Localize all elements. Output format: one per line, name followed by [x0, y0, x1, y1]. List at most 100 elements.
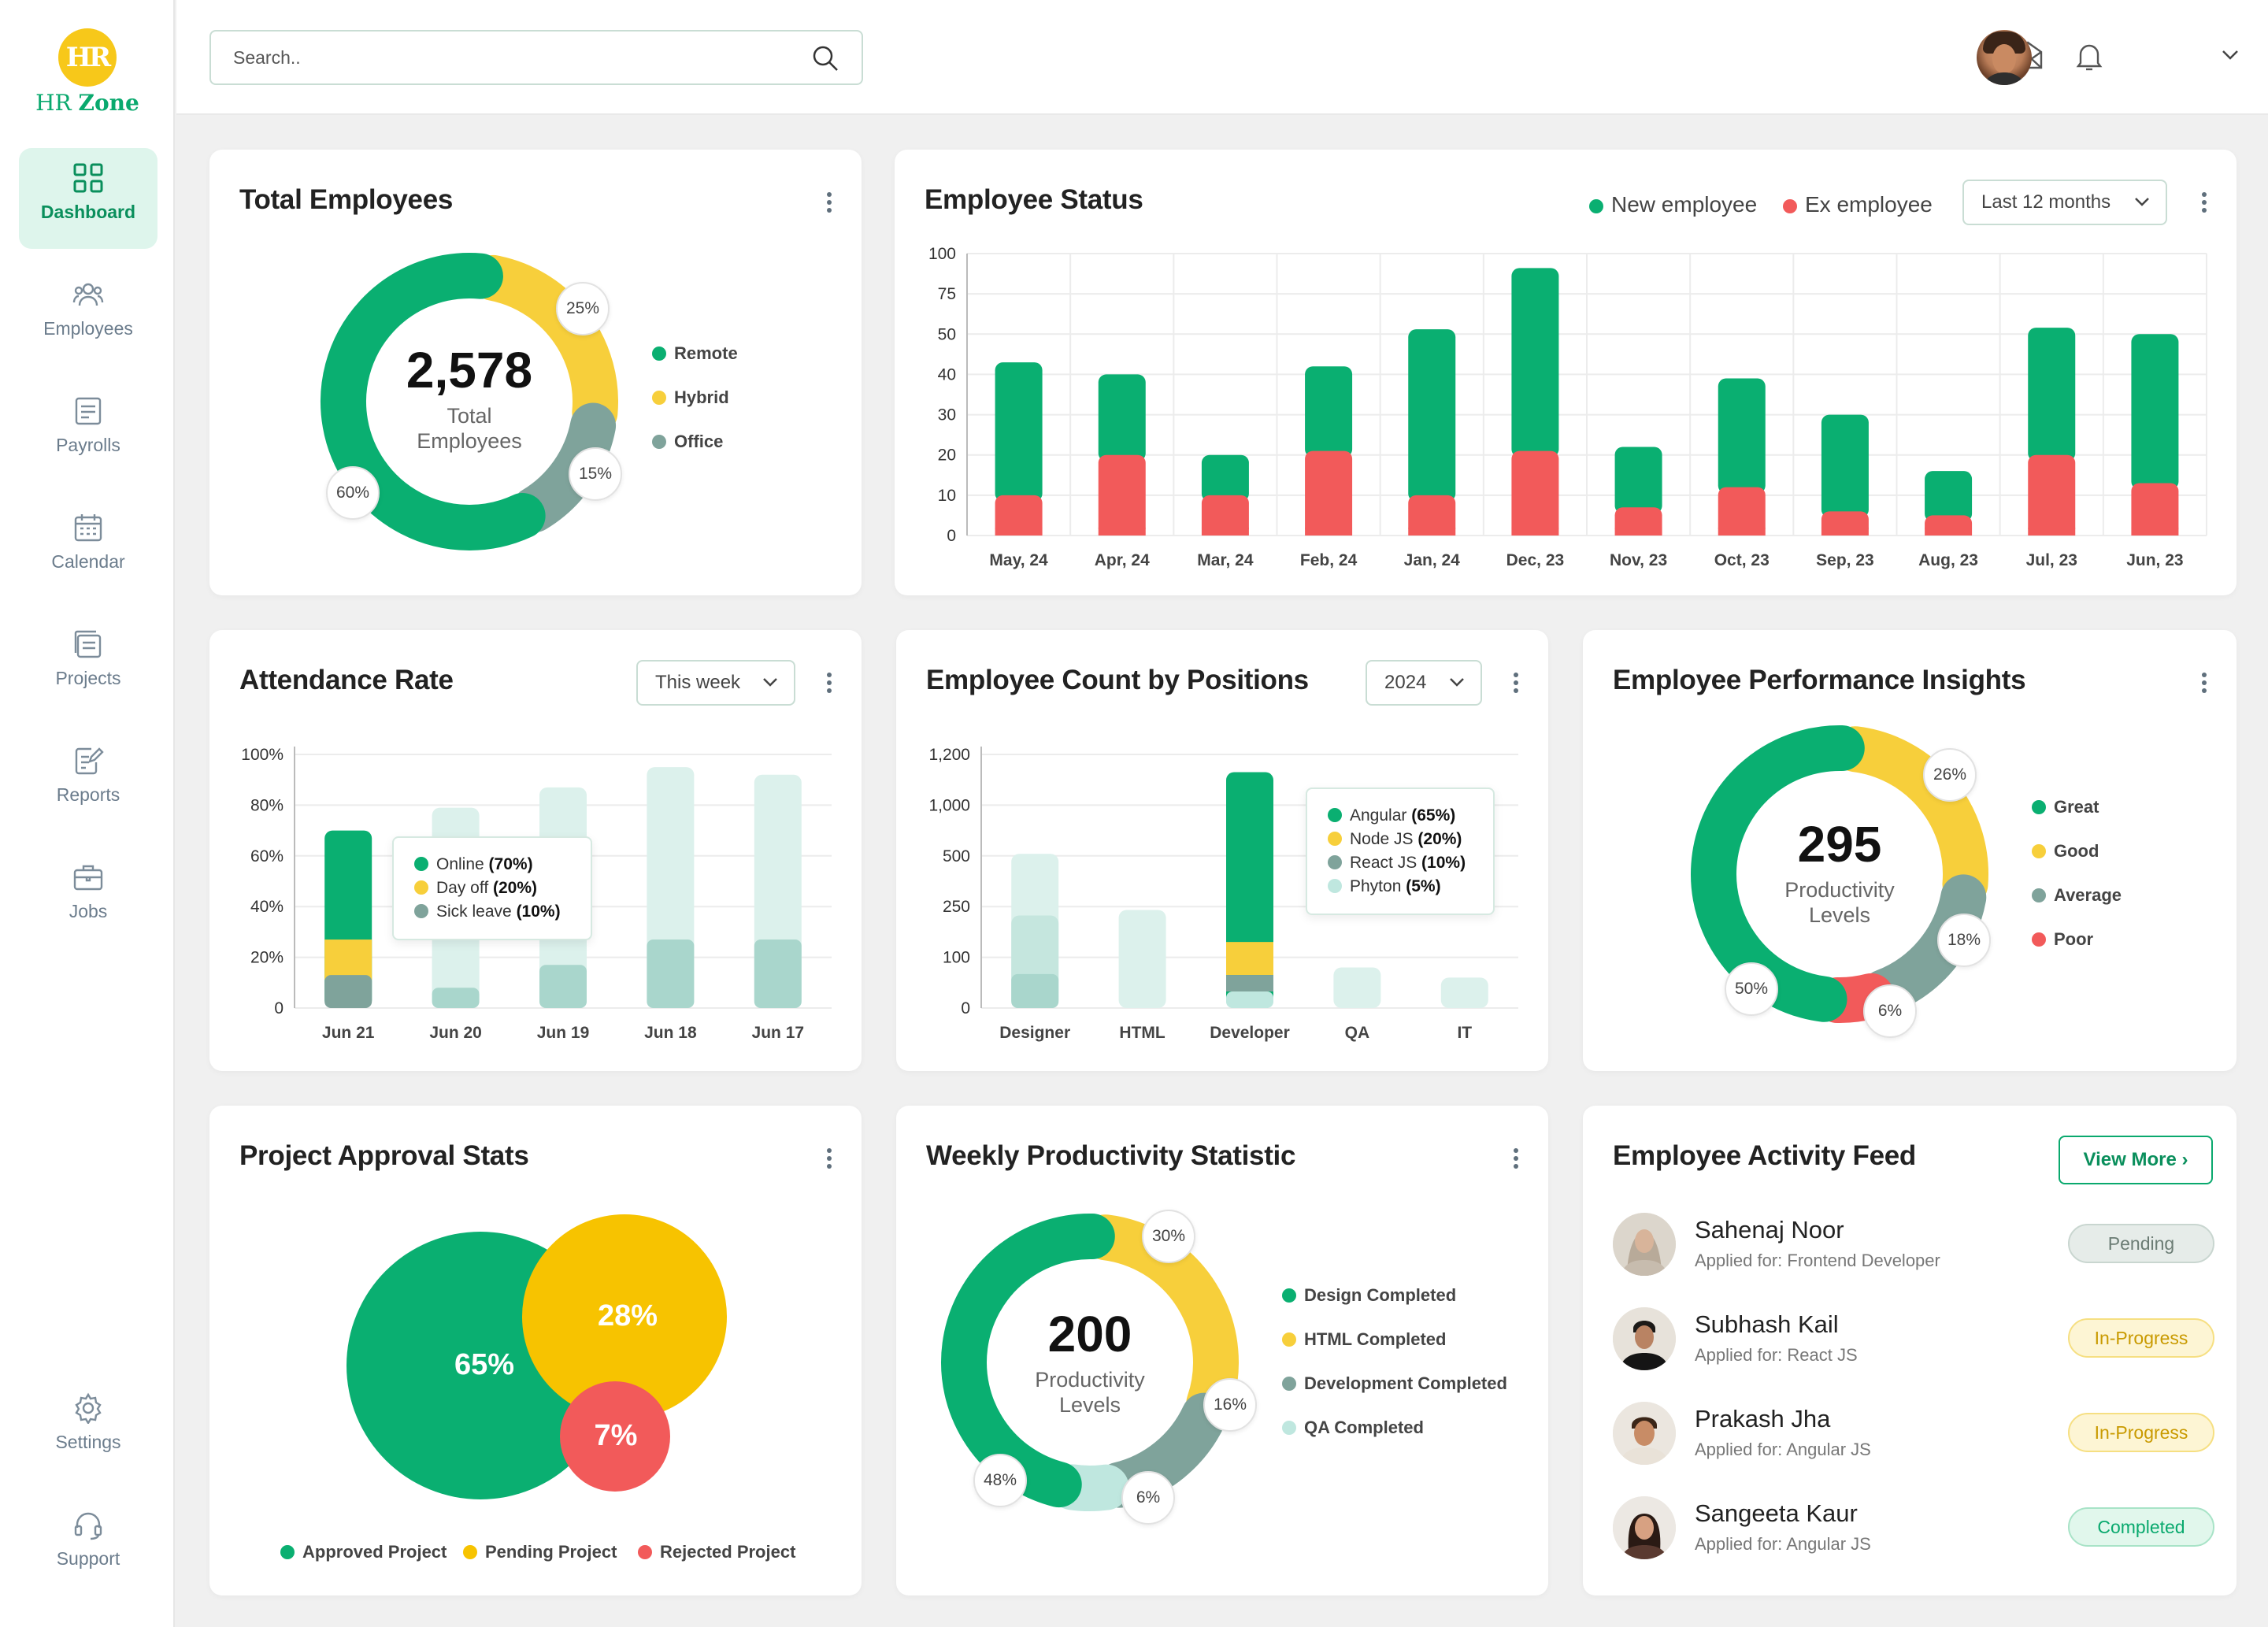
- feed-item[interactable]: Sangeeta Kaur Applied for: Angular JS Co…: [1613, 1496, 2214, 1564]
- x-tick-label: Feb, 24: [1300, 551, 1358, 569]
- pending-bubble: [522, 1214, 727, 1419]
- ex-employee-bar-base: [1305, 528, 1353, 536]
- sidebar-item-settings[interactable]: Settings: [19, 1378, 158, 1479]
- sidebar-item-support[interactable]: Support: [19, 1495, 158, 1595]
- card-title: Weekly Productivity Statistic: [926, 1140, 1296, 1171]
- y-tick-label: 30: [938, 406, 956, 424]
- top-header: [176, 0, 2268, 115]
- more-menu-icon[interactable]: [825, 673, 833, 699]
- x-tick-label: Jan, 24: [1404, 551, 1461, 569]
- average-percent-badge: 18%: [1937, 914, 1991, 967]
- reactjs-bar: [1226, 975, 1273, 992]
- nodejs-bar: [1226, 942, 1273, 976]
- day-off-bar: [539, 934, 587, 970]
- tooltip-row: Sick leave (10%): [414, 902, 570, 921]
- more-menu-icon[interactable]: [2200, 192, 2208, 219]
- ex-employee-bar: [1305, 450, 1353, 536]
- sidebar-item-dashboard[interactable]: Dashboard: [19, 148, 158, 249]
- sidebar-item-label: Support: [56, 1548, 120, 1569]
- sidebar-item-label: Jobs: [69, 901, 108, 921]
- sidebar-item-jobs[interactable]: Jobs: [19, 847, 158, 948]
- y-tick-label: 1,200: [928, 746, 970, 764]
- more-menu-icon[interactable]: [2200, 673, 2208, 699]
- hybrid-percent-badge: 25%: [556, 282, 610, 335]
- tooltip-row: Node JS (20%): [1328, 830, 1473, 849]
- view-more-button[interactable]: View More ›: [2059, 1136, 2213, 1184]
- x-tick-label: Jun 19: [537, 1024, 590, 1042]
- great-percent-badge: 50%: [1725, 962, 1778, 1016]
- sidebar-item-payrolls[interactable]: Payrolls: [19, 381, 158, 482]
- legend-html: HTML Completed: [1282, 1329, 1446, 1350]
- y-tick-label: 500: [943, 847, 970, 865]
- y-tick-label: 20%: [250, 949, 284, 967]
- bell-icon[interactable]: [2073, 39, 2106, 72]
- office-percent-badge: 15%: [569, 447, 622, 501]
- search-input[interactable]: [211, 32, 762, 83]
- remote-segment: [321, 253, 546, 550]
- y-tick-label: 50: [938, 325, 956, 343]
- ex-employee-bar: [995, 495, 1043, 536]
- x-tick-label: Designer: [999, 1024, 1070, 1042]
- year-dropdown[interactable]: 2024: [1366, 660, 1482, 706]
- more-menu-icon[interactable]: [1512, 673, 1520, 699]
- more-menu-icon[interactable]: [825, 192, 833, 219]
- user-avatar[interactable]: [1977, 30, 2032, 85]
- x-tick-label: Mar, 24: [1197, 551, 1254, 569]
- brand-logo[interactable]: HR HR Zone: [0, 28, 175, 116]
- legend-office: Office: [652, 432, 723, 452]
- more-menu-icon[interactable]: [1512, 1148, 1520, 1175]
- sidebar-item-employees[interactable]: Employees: [19, 265, 158, 365]
- python-bar: [1226, 991, 1273, 1008]
- good-percent-badge: 26%: [1923, 748, 1977, 802]
- legend-ex-employee: Ex employee: [1783, 192, 1933, 217]
- chevron-right-icon: ›: [2181, 1149, 2188, 1170]
- feed-item[interactable]: Subhash Kail Applied for: React JS In-Pr…: [1613, 1307, 2214, 1375]
- avatar: [1613, 1213, 1676, 1276]
- feed-item[interactable]: Sahenaj Noor Applied for: Frontend Devel…: [1613, 1213, 2214, 1280]
- ex-employee-bar: [1201, 495, 1249, 536]
- employees-icon: [72, 283, 104, 306]
- sick-leave-bar: [647, 940, 695, 1008]
- period-dropdown[interactable]: This week: [636, 660, 795, 706]
- card-title: Project Approval Stats: [239, 1140, 529, 1171]
- ex-employee-bar-base: [1925, 528, 1973, 536]
- y-tick-label: 40: [938, 365, 956, 384]
- brand-name: HR Zone: [35, 90, 139, 116]
- new-employee-bar: [1925, 471, 1973, 522]
- y-tick-label: 100%: [241, 746, 284, 764]
- x-tick-label: Sep, 23: [1816, 551, 1874, 569]
- status-badge: Completed: [2068, 1507, 2214, 1547]
- new-employee-bar: [1614, 447, 1662, 514]
- weekly-productivity-card: Weekly Productivity Statistic 200 Produc…: [896, 1106, 1548, 1595]
- calendar-icon: [74, 514, 102, 542]
- sidebar-item-reports[interactable]: Reports: [19, 731, 158, 832]
- activity-feed-card: Employee Activity Feed View More › Sahen…: [1583, 1106, 2236, 1595]
- ex-employee-bar-base: [1614, 528, 1662, 536]
- ex-employee-bar-base: [995, 528, 1043, 536]
- new-employee-bar: [1408, 329, 1456, 502]
- position-bar: [1118, 910, 1166, 1008]
- more-menu-icon[interactable]: [825, 1148, 833, 1175]
- remote-percent-badge: 60%: [326, 466, 380, 520]
- position-bar: [1440, 977, 1488, 1008]
- employee-status-card: Employee Status New employee Ex employee…: [895, 150, 2236, 595]
- tooltip-row: Day off (20%): [414, 879, 570, 898]
- donut-center: 295 Productivity Levels: [1737, 819, 1942, 928]
- sidebar-item-label: Settings: [55, 1432, 121, 1452]
- ex-employee-bar: [1511, 450, 1559, 536]
- x-tick-label: Dec, 23: [1506, 551, 1565, 569]
- x-tick-label: Jun 21: [322, 1024, 375, 1042]
- sidebar-item-projects[interactable]: Projects: [19, 614, 158, 715]
- center-label: Productivity Levels: [1784, 878, 1895, 928]
- chevron-down-icon[interactable]: [2221, 49, 2240, 61]
- sidebar-item-label: Projects: [55, 668, 121, 688]
- avatar: [1613, 1496, 1676, 1559]
- legend-great: Great: [2032, 797, 2099, 817]
- qa-percent-badge: 6%: [1121, 1471, 1175, 1525]
- feed-item[interactable]: Prakash Jha Applied for: Angular JS In-P…: [1613, 1402, 2214, 1469]
- development-percent-badge: 16%: [1203, 1378, 1257, 1432]
- dropdown-value: Last 12 months: [1981, 191, 2111, 213]
- period-dropdown[interactable]: Last 12 months: [1962, 180, 2167, 225]
- search-icon[interactable]: [811, 44, 839, 72]
- sidebar-item-calendar[interactable]: Calendar: [19, 498, 158, 599]
